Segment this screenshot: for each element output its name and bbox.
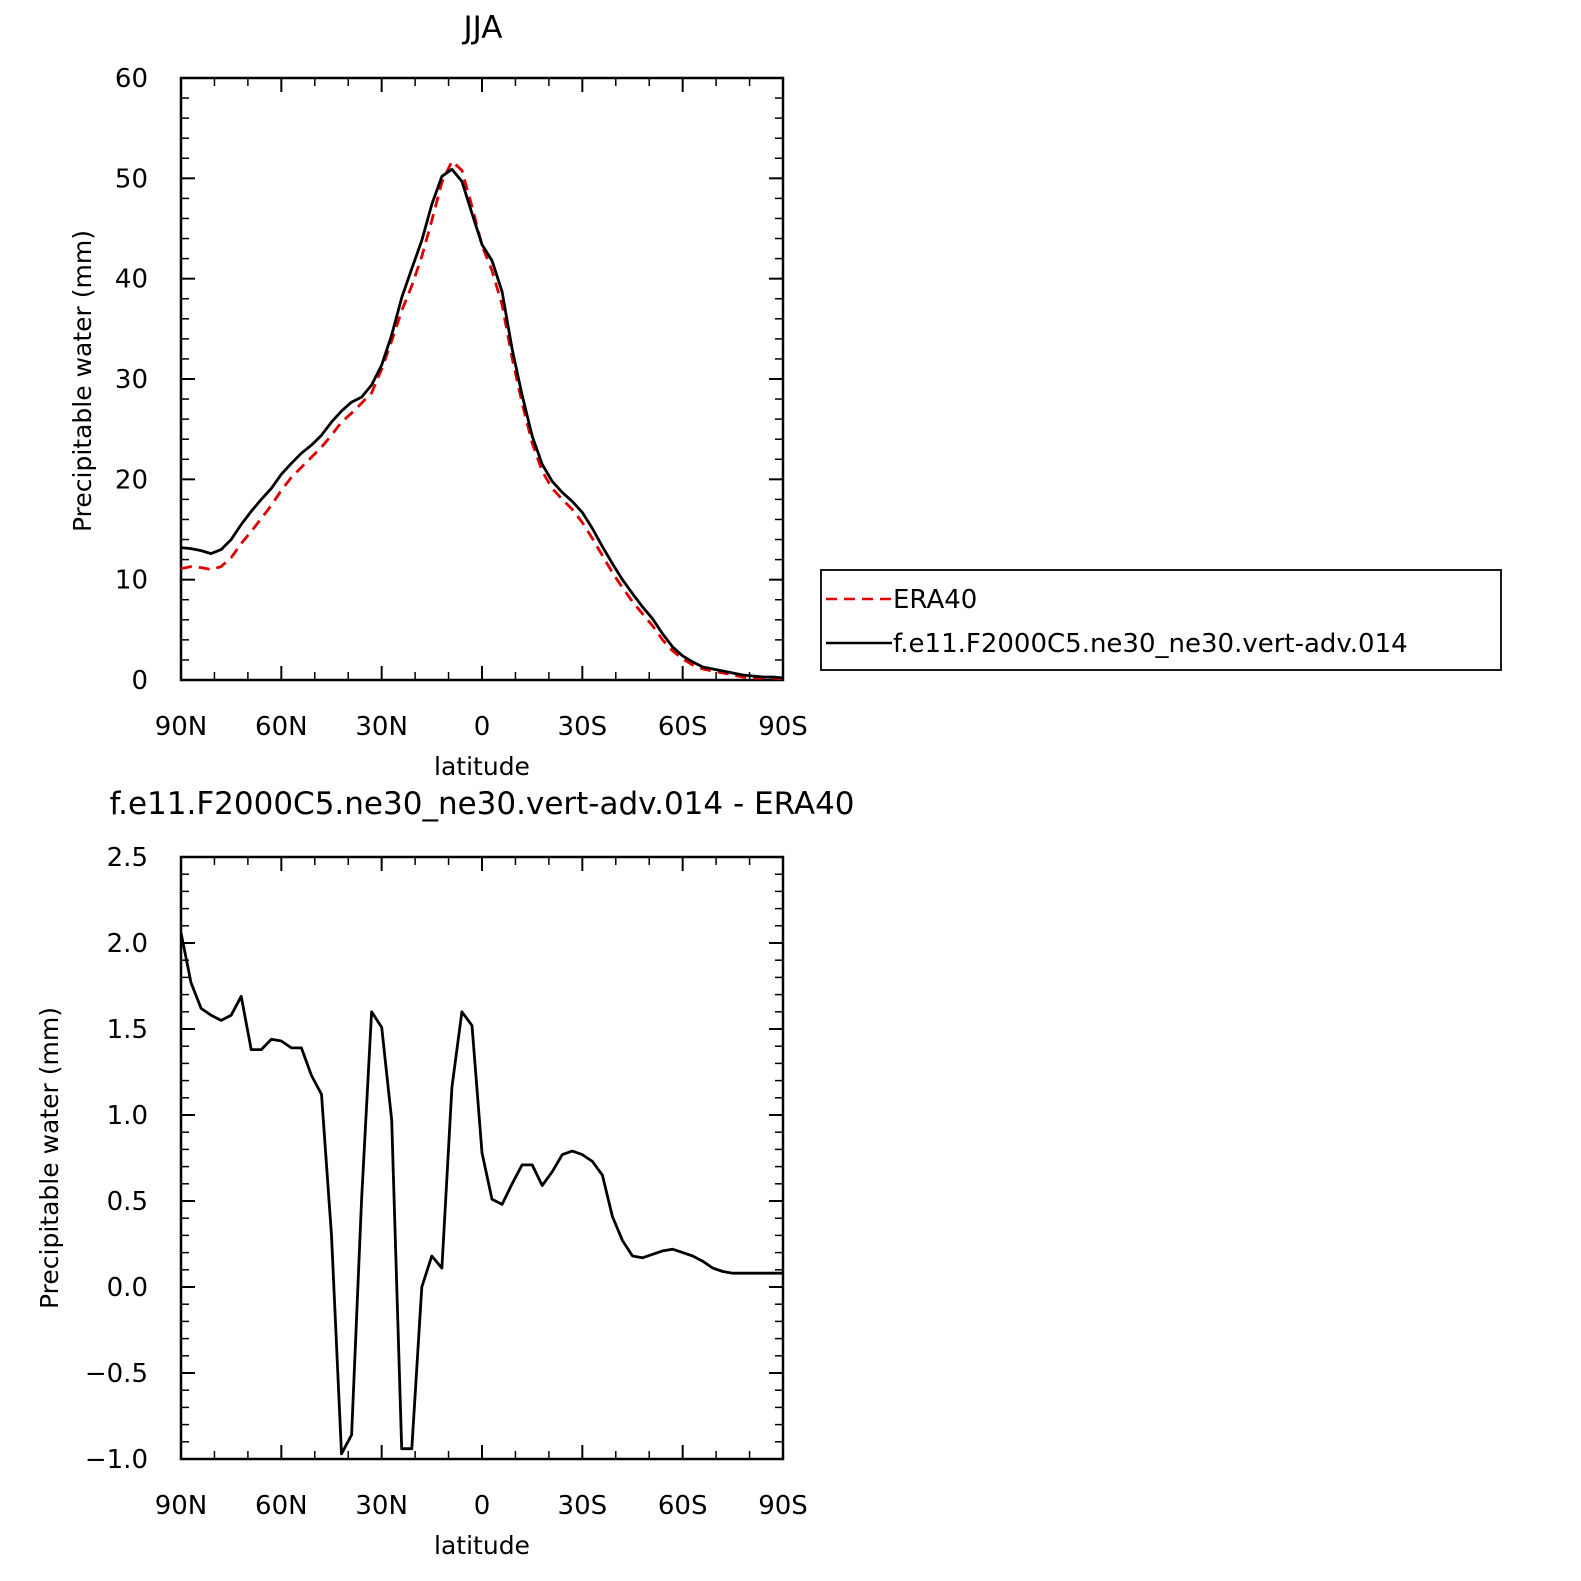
top-series-line-model [180,167,784,680]
top-x-axis-title: latitude [434,752,530,781]
bottom-panel-title: f.e11.F2000C5.ne30_ne30.vert-adv.014 - E… [109,786,854,822]
legend-label-model: f.e11.F2000C5.ne30_ne30.vert-adv.014 [893,629,1408,659]
top-x-tick-label: 60N [255,712,308,742]
top-y-tick-label: 20 [115,465,148,495]
top-y-tick-label: 40 [115,265,148,295]
bottom-x-tick-label: 90N [155,1491,208,1521]
bottom-x-tick-label: 30S [558,1491,608,1521]
top-panel-title: JJA [462,10,503,46]
top-x-tick-labels: 90N 60N 30N 0 30S 60S 90S [155,712,808,742]
bottom-y-tick-labels: −1.0 −0.5 0.0 0.5 1.0 1.5 2.0 2.5 [85,843,148,1475]
bottom-y-tick-label: −1.0 [85,1445,148,1475]
bottom-y-tick-label: 0.5 [107,1187,148,1217]
bottom-y-tick-label: 1.0 [107,1101,148,1131]
top-x-tick-label: 30N [355,712,408,742]
legend-label-era40: ERA40 [893,585,977,615]
bottom-y-tick-label: 0.0 [107,1273,148,1303]
top-panel: JJA 90N 60N 30N 0 30S 60S 90S 0 10 20 30 40 50 60 la… [68,10,808,781]
top-x-tick-label: 60S [658,712,708,742]
top-axes-ticks [180,77,784,681]
bottom-series-line-model [179,932,783,1456]
top-y-tick-labels: 0 10 20 30 40 50 60 [115,64,148,696]
top-y-axis-title: Precipitable water (mm) [68,230,97,532]
top-x-tick-label: 30S [558,712,608,742]
bottom-x-tick-label: 30N [355,1491,408,1521]
top-x-tick-label: 90S [758,712,808,742]
bottom-y-tick-label: 2.0 [107,929,148,959]
bottom-panel: f.e11.F2000C5.ne30_ne30.vert-adv.014 - E… [35,786,855,1560]
bottom-x-tick-label: 60N [255,1491,308,1521]
top-x-tick-label: 0 [474,712,491,742]
bottom-y-axis-title: Precipitable water (mm) [35,1007,64,1309]
top-y-tick-label: 50 [115,164,148,194]
top-x-tick-label: 90N [155,712,208,742]
top-y-tick-label: 0 [131,666,148,696]
legend-box [820,569,1502,671]
bottom-axes-ticks [180,856,784,1460]
top-series-line-era40 [180,159,784,681]
top-y-tick-label: 30 [115,365,148,395]
top-data-lines [180,159,784,681]
bottom-x-tick-labels: 90N 60N 30N 0 30S 60S 90S [155,1491,808,1521]
top-plot-frame [179,76,785,682]
bottom-x-tick-label: 0 [474,1491,491,1521]
legend: ERA40 f.e11.F2000C5.ne30_ne30.vert-adv.0… [820,569,1502,671]
bottom-x-tick-label: 90S [758,1491,808,1521]
top-y-tick-label: 60 [115,64,148,94]
bottom-y-tick-label: 1.5 [107,1015,148,1045]
bottom-x-axis-title: latitude [434,1531,530,1560]
bottom-data-lines [179,932,783,1456]
bottom-y-tick-label: −0.5 [85,1359,148,1389]
bottom-y-tick-label: 2.5 [107,843,148,873]
bottom-x-tick-label: 60S [658,1491,708,1521]
top-y-tick-label: 10 [115,566,148,596]
